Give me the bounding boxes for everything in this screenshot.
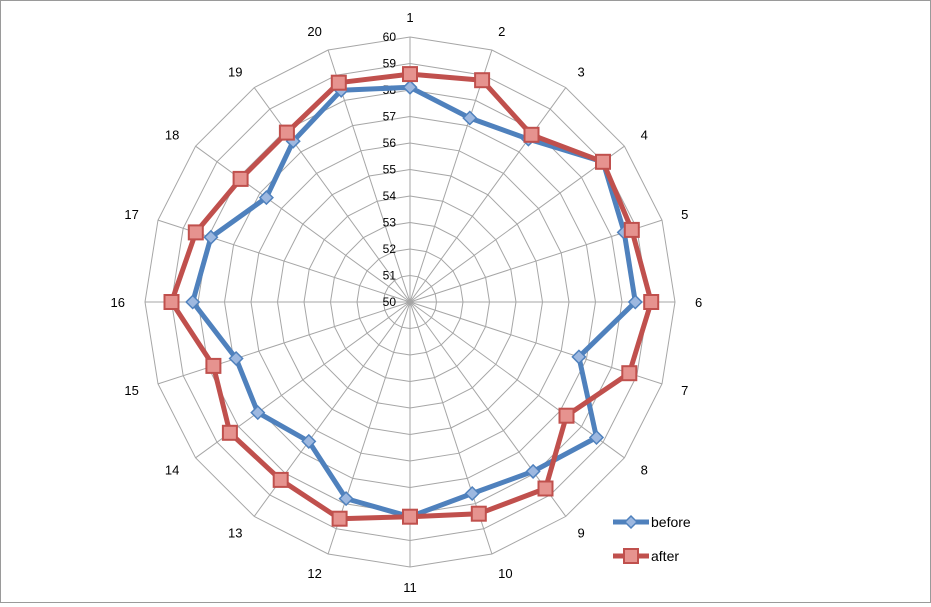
data-point-after	[163, 294, 180, 310]
radial-tick-label: 57	[383, 110, 397, 124]
data-point-after	[643, 294, 660, 310]
radial-tick-label: 50	[383, 295, 397, 309]
legend-marker-before	[623, 514, 639, 530]
category-label: 15	[124, 383, 138, 398]
category-label: 12	[307, 566, 321, 581]
data-point-after	[537, 480, 554, 497]
radar-grid	[144, 36, 676, 568]
legend-marker-after	[623, 548, 639, 564]
grid-spoke	[157, 301, 411, 385]
category-label: 10	[498, 566, 512, 581]
data-point-after	[187, 224, 204, 241]
grid-spoke	[253, 87, 411, 303]
radial-tick-label: 51	[383, 269, 397, 283]
data-point-before	[258, 190, 274, 206]
legend-item-after: after	[613, 548, 679, 564]
data-point-after	[221, 424, 238, 441]
data-point-before	[464, 485, 480, 502]
category-label: 5	[681, 207, 688, 222]
data-point-before	[228, 350, 244, 367]
category-label: 20	[307, 24, 321, 39]
data-point-after	[621, 365, 638, 382]
series-after	[163, 66, 660, 527]
grid-spoke	[409, 301, 663, 385]
data-point-after	[523, 126, 540, 143]
data-point-before	[402, 79, 418, 95]
data-point-after	[331, 510, 348, 527]
grid-spoke	[409, 301, 625, 459]
data-point-after	[205, 357, 222, 374]
radial-tick-label: 52	[383, 242, 397, 256]
data-point-after	[402, 66, 418, 83]
radial-tick-label: 60	[383, 30, 397, 44]
category-label: 6	[695, 295, 702, 310]
legend-label-after: after	[651, 548, 679, 564]
data-point-after	[330, 74, 347, 91]
data-point-before	[588, 429, 605, 446]
data-point-after	[474, 72, 491, 89]
data-point-after	[595, 153, 611, 170]
data-point-before	[250, 405, 266, 421]
data-point-after	[278, 124, 295, 141]
data-point-after	[558, 407, 575, 424]
category-label: 11	[403, 580, 417, 595]
legend-item-before: before	[613, 514, 691, 530]
data-point-before	[301, 433, 317, 449]
radial-tick-label: 55	[383, 163, 397, 177]
category-label: 17	[124, 207, 138, 222]
data-point-before	[203, 229, 219, 245]
legend-label-before: before	[651, 514, 691, 530]
category-label: 19	[228, 64, 242, 79]
category-label: 14	[165, 463, 179, 478]
grid-spoke	[195, 145, 411, 303]
category-label: 8	[641, 463, 648, 478]
radial-tick-label: 54	[383, 189, 397, 203]
data-point-after	[272, 471, 289, 488]
grid-spoke	[409, 49, 493, 303]
data-point-after	[232, 170, 249, 187]
category-label: 18	[165, 128, 179, 143]
data-point-before	[462, 110, 478, 126]
data-point-after	[470, 505, 487, 522]
radial-tick-label: 56	[383, 136, 397, 150]
category-label: 1	[406, 10, 413, 25]
radial-tick-label: 59	[383, 57, 397, 71]
grid-spoke	[409, 145, 625, 303]
category-label: 9	[578, 526, 585, 541]
category-label: 2	[498, 24, 505, 39]
data-point-before	[185, 294, 201, 310]
category-label: 16	[111, 295, 125, 310]
category-label: 7	[681, 383, 688, 398]
data-point-after	[402, 508, 418, 525]
data-point-before	[571, 349, 587, 365]
data-point-before	[338, 491, 354, 507]
series-layer	[163, 66, 660, 527]
legend: before after	[613, 514, 691, 564]
radial-tick-label: 53	[383, 216, 397, 230]
data-point-before	[525, 463, 541, 479]
grid-spoke	[409, 87, 567, 303]
category-label: 13	[228, 526, 242, 541]
data-point-before	[627, 294, 643, 310]
data-point-after	[623, 221, 640, 238]
category-label: 4	[641, 128, 648, 143]
category-label: 3	[578, 64, 585, 79]
